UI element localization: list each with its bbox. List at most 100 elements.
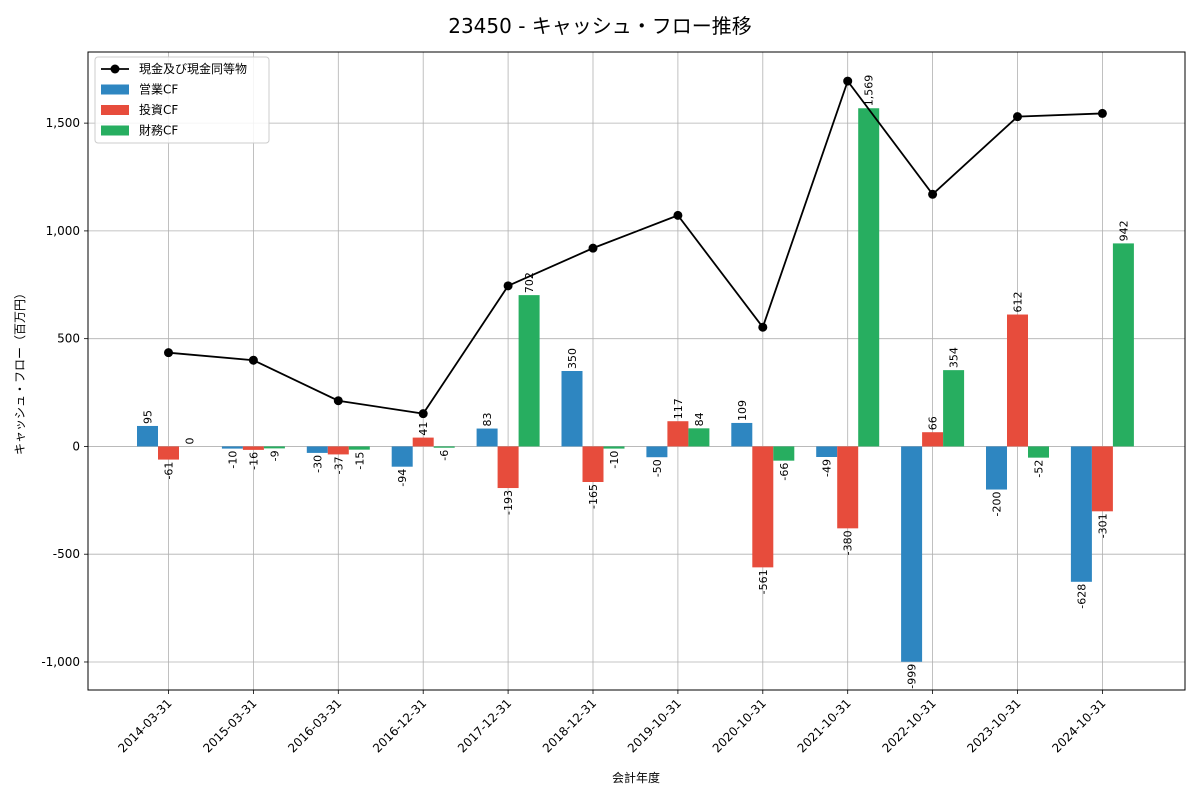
bar-営業CF-2020-10-31: [731, 422, 753, 447]
bar-label: -301: [1096, 513, 1109, 538]
bar-投資CF-2023-10-31: [1007, 314, 1028, 447]
cash-line-series: [164, 76, 1107, 419]
bar-営業CF-2016-03-31: [306, 446, 328, 453]
y-tick-label: -500: [53, 547, 80, 561]
x-tick-label: 2022-10-31: [880, 696, 939, 755]
bar-営業CF-2021-10-31: [816, 446, 838, 458]
legend-label: 現金及び現金同等物: [139, 61, 247, 76]
bars: [137, 108, 1134, 662]
cash-point-2018-12-31: [588, 243, 598, 253]
bar-label: 350: [566, 348, 579, 369]
x-tick-label: 2024-10-31: [1049, 696, 1108, 755]
cash-point-2019-10-31: [673, 210, 683, 220]
bar-label: -193: [502, 490, 515, 515]
y-axis-label: キャッシュ・フロー（百万円）: [13, 287, 27, 455]
cash-point-2021-10-31: [843, 76, 853, 86]
x-tick-label: 2015-03-31: [200, 696, 259, 755]
bar-投資CF-2015-03-31: [242, 446, 264, 450]
bar-label: 109: [736, 400, 749, 421]
bar-財務CF-2020-10-31: [773, 446, 795, 461]
bar-label: 1,569: [863, 75, 876, 107]
cash-point-2016-12-31: [418, 409, 428, 419]
bar-財務CF-2023-10-31: [1028, 446, 1049, 458]
y-tick-label: 500: [57, 332, 80, 346]
bar-投資CF-2024-10-31: [1091, 446, 1113, 512]
legend-swatch: [101, 105, 129, 115]
bar-value-labels: 95-10 -30-9483350-50109-49-999-200-628-61…: [142, 75, 1131, 689]
bar-投資CF-2016-12-31: [412, 437, 434, 447]
bar-投資CF-2018-12-31: [582, 446, 604, 483]
cash-line: [168, 79, 1103, 415]
bar-label: -6: [438, 450, 451, 461]
bar-投資CF-2017-12-31: [497, 446, 519, 489]
bar-label: -94: [396, 469, 409, 487]
y-tick-label: 1,500: [46, 116, 80, 130]
bar-財務CF-2015-03-31: [263, 446, 285, 449]
bar-label: -61: [163, 462, 176, 480]
x-tick-label: 2020-10-31: [710, 696, 769, 755]
cash-point-2017-12-31: [503, 281, 513, 291]
cash-point-2022-10-31: [928, 189, 938, 199]
cash-point-2024-10-31: [1097, 108, 1107, 118]
bar-label: -9: [268, 450, 281, 461]
bar-営業CF-2015-03-31: [221, 446, 243, 449]
bar-営業CF-2023-10-31: [986, 446, 1007, 490]
bar-label: 41: [417, 422, 430, 436]
legend-box: [94, 56, 270, 144]
bar-label: -30: [311, 455, 324, 473]
bar-財務CF-2021-10-31: [858, 108, 880, 447]
bar-label: -15: [353, 452, 366, 470]
bar-label: 95: [142, 410, 155, 424]
bar-label: -50: [651, 459, 664, 477]
bar-label: -200: [991, 492, 1004, 517]
bar-label: -10: [226, 451, 239, 469]
bar-label: -561: [757, 569, 770, 594]
x-tick-label: 2016-03-31: [285, 696, 344, 755]
bar-label: 66: [927, 416, 940, 430]
bar-投資CF-2014-03-31: [158, 446, 179, 460]
bar-営業CF-2014-03-31: [137, 425, 158, 447]
bar-label: -628: [1075, 584, 1088, 609]
bar-財務CF-2016-03-31: [348, 446, 370, 450]
bar-label: -165: [587, 484, 600, 509]
bar-投資CF-2020-10-31: [752, 446, 774, 568]
bar-label: 84: [693, 412, 706, 426]
y-axis-ticks: -1,000 -500 0 500 1,000 1,500: [41, 116, 88, 669]
x-tick-label: 2018-12-31: [540, 696, 599, 755]
y-tick-label: -1,000: [41, 655, 80, 669]
x-tick-label: 2014-03-31: [115, 696, 174, 755]
bar-投資CF-2016-03-31: [327, 446, 349, 455]
bar-label: -66: [778, 463, 791, 481]
cash-point-2016-03-31: [333, 396, 343, 406]
bar-label: 354: [948, 347, 961, 368]
legend-label: 投資CF: [139, 102, 178, 117]
cash-point-2015-03-31: [248, 355, 258, 365]
bar-営業CF-2022-10-31: [901, 446, 923, 662]
legend-marker: [110, 64, 120, 74]
bar-label: -16: [247, 452, 260, 470]
bar-label: 117: [672, 398, 685, 419]
y-tick-label: 1,000: [46, 224, 80, 238]
x-tick-label: 2017-12-31: [455, 696, 514, 755]
legend-label: 営業CF: [139, 83, 178, 97]
bar-label: -37: [332, 456, 345, 474]
x-tick-label: 2021-10-31: [795, 696, 854, 755]
bar-財務CF-2022-10-31: [943, 370, 965, 447]
bar-label: -10: [608, 451, 621, 469]
legend-label: 財務CF: [139, 123, 178, 138]
bar-財務CF-2019-10-31: [688, 428, 710, 447]
plot-frame: [87, 51, 1186, 691]
bar-営業CF-2024-10-31: [1070, 446, 1092, 582]
bar-label: -52: [1033, 460, 1046, 478]
bar-投資CF-2021-10-31: [837, 446, 859, 529]
bar-営業CF-2016-12-31: [391, 446, 413, 467]
x-tick-label: 2016-12-31: [370, 696, 429, 755]
bar-label: -380: [842, 530, 855, 555]
x-axis-ticks: 2014-03-31 2015-03-31 2016-03-31 2016-12-31…: [115, 690, 1109, 755]
bar-財務CF-2016-12-31: [433, 446, 455, 448]
bar-label: -999: [906, 664, 919, 689]
y-tick-label: 0: [72, 439, 80, 453]
legend-swatch: [101, 125, 129, 136]
